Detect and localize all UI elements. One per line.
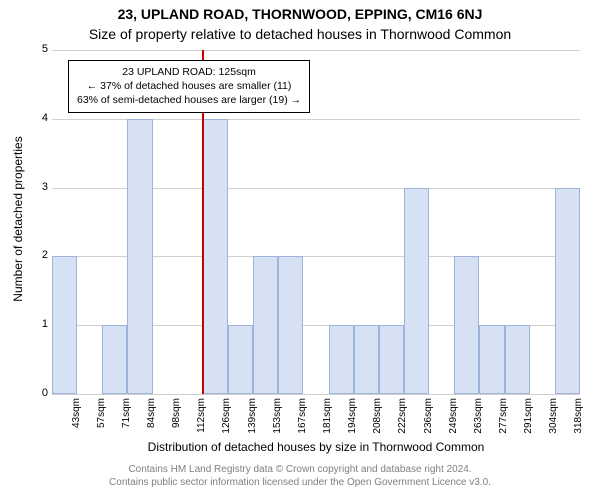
y-tick: 1 bbox=[30, 318, 48, 330]
x-tick: 71sqm bbox=[121, 398, 132, 442]
footer-line-1: Contains HM Land Registry data © Crown c… bbox=[0, 464, 600, 477]
histogram-bar bbox=[329, 325, 354, 394]
x-tick: 153sqm bbox=[272, 398, 283, 442]
page-title: 23, UPLAND ROAD, THORNWOOD, EPPING, CM16… bbox=[0, 6, 600, 22]
y-tick: 5 bbox=[30, 43, 48, 55]
x-tick: 304sqm bbox=[548, 398, 559, 442]
x-tick: 126sqm bbox=[221, 398, 232, 442]
x-tick: 167sqm bbox=[297, 398, 308, 442]
x-tick: 277sqm bbox=[498, 398, 509, 442]
histogram-bar bbox=[379, 325, 404, 394]
histogram-bar bbox=[479, 325, 504, 394]
x-tick: 291sqm bbox=[523, 398, 534, 442]
x-tick: 181sqm bbox=[322, 398, 333, 442]
histogram-bar bbox=[454, 256, 479, 394]
histogram-bar bbox=[404, 188, 429, 394]
histogram-bar bbox=[253, 256, 278, 394]
histogram-bar bbox=[127, 119, 152, 394]
x-tick: 57sqm bbox=[96, 398, 107, 442]
y-tick: 4 bbox=[30, 112, 48, 124]
x-tick: 43sqm bbox=[71, 398, 82, 442]
x-tick: 194sqm bbox=[347, 398, 358, 442]
y-tick: 0 bbox=[30, 387, 48, 399]
histogram-bar bbox=[354, 325, 379, 394]
footer-line-2: Contains public sector information licen… bbox=[0, 477, 600, 490]
gridline bbox=[52, 394, 580, 395]
x-tick: 222sqm bbox=[397, 398, 408, 442]
x-tick: 263sqm bbox=[473, 398, 484, 442]
plot-area: 01234543sqm57sqm71sqm84sqm98sqm112sqm126… bbox=[52, 50, 580, 394]
x-tick: 84sqm bbox=[146, 398, 157, 442]
annotation-line: 23 UPLAND ROAD: 125sqm bbox=[77, 65, 301, 79]
x-tick: 139sqm bbox=[247, 398, 258, 442]
x-tick: 208sqm bbox=[372, 398, 383, 442]
histogram-bar bbox=[203, 119, 228, 394]
y-tick: 3 bbox=[30, 181, 48, 193]
histogram-bar bbox=[278, 256, 303, 394]
footer: Contains HM Land Registry data © Crown c… bbox=[0, 464, 600, 489]
x-tick: 249sqm bbox=[448, 398, 459, 442]
annotation-line: ← 37% of detached houses are smaller (11… bbox=[77, 79, 301, 93]
x-tick: 112sqm bbox=[196, 398, 207, 442]
histogram-bar bbox=[555, 188, 580, 394]
chart-container: 23, UPLAND ROAD, THORNWOOD, EPPING, CM16… bbox=[0, 0, 600, 500]
annotation-line: 63% of semi-detached houses are larger (… bbox=[77, 93, 301, 107]
y-axis-label: Number of detached properties bbox=[11, 69, 25, 369]
x-axis-label: Distribution of detached houses by size … bbox=[52, 440, 580, 454]
histogram-bar bbox=[505, 325, 530, 394]
x-tick: 98sqm bbox=[171, 398, 182, 442]
x-tick: 318sqm bbox=[573, 398, 584, 442]
x-tick: 236sqm bbox=[423, 398, 434, 442]
histogram-bar bbox=[52, 256, 77, 394]
y-tick: 2 bbox=[30, 249, 48, 261]
annotation-box: 23 UPLAND ROAD: 125sqm← 37% of detached … bbox=[68, 60, 310, 113]
page-subtitle: Size of property relative to detached ho… bbox=[0, 26, 600, 42]
histogram-bar bbox=[228, 325, 253, 394]
gridline bbox=[52, 50, 580, 51]
histogram-bar bbox=[102, 325, 127, 394]
